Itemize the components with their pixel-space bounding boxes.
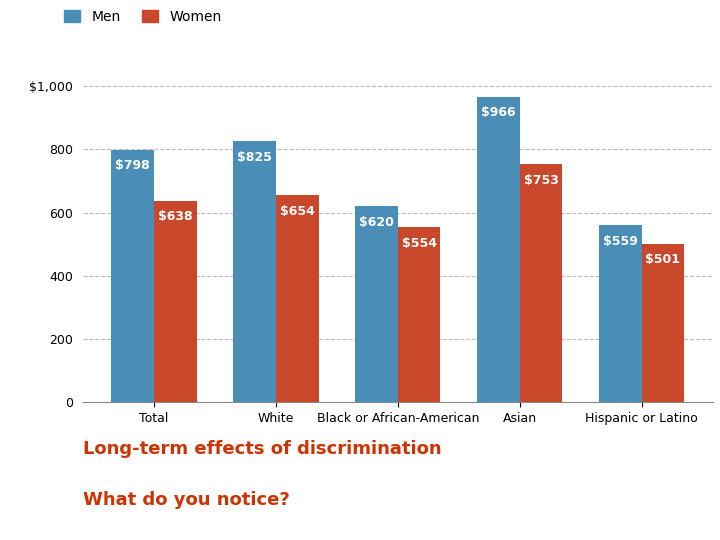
Text: $501: $501 — [645, 253, 680, 266]
Text: $753: $753 — [523, 174, 559, 187]
Legend: Men, Women: Men, Women — [58, 4, 228, 29]
Bar — [154, 200, 197, 402]
Bar — [520, 164, 562, 402]
Bar — [355, 206, 397, 402]
Text: $559: $559 — [603, 235, 638, 248]
Text: $825: $825 — [237, 151, 272, 164]
Bar — [599, 226, 642, 402]
Polygon shape — [0, 0, 145, 84]
Bar — [276, 195, 318, 402]
Text: $638: $638 — [158, 210, 193, 223]
Text: Long-term effects of discrimination: Long-term effects of discrimination — [83, 440, 441, 458]
Text: $654: $654 — [280, 205, 315, 218]
Bar — [233, 141, 276, 402]
Text: What do you notice?: What do you notice? — [83, 491, 289, 509]
Text: $620: $620 — [359, 215, 394, 229]
Bar — [397, 227, 441, 402]
Text: $798: $798 — [115, 159, 150, 172]
Bar — [477, 97, 520, 402]
Text: $966: $966 — [481, 106, 516, 119]
Bar — [112, 150, 154, 402]
Bar — [642, 244, 684, 402]
Text: $554: $554 — [402, 237, 436, 249]
